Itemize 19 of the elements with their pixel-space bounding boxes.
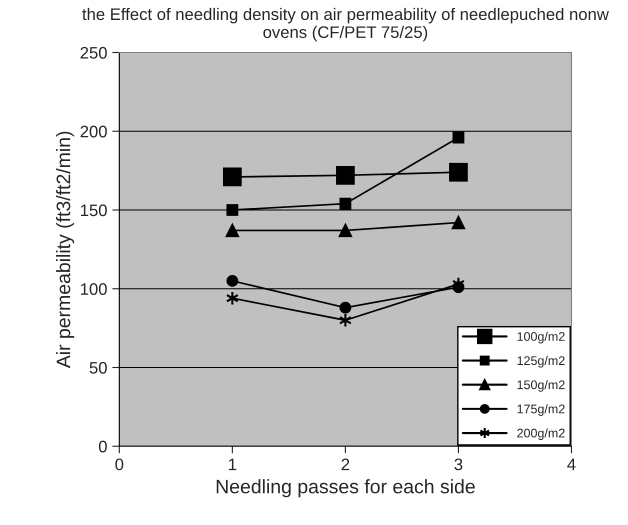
legend-label: 125g/m2 [518,356,565,368]
y-tick-label: 0 [98,440,107,452]
legend-label: 150g/m2 [518,380,565,392]
x-axis-title: Needling passes for each side [216,479,475,498]
x-tick-label: 1 [228,458,236,470]
legend-label: 200g/m2 [517,428,565,440]
y-tick-label: 200 [80,126,107,138]
y-tick-label: 50 [90,362,107,374]
y-tick-label: 250 [80,46,107,59]
x-tick-label: 2 [342,458,350,470]
legend-label: 100g/m2 [518,332,565,344]
y-axis-title: Air permeability (ft3/ft2/min) [56,132,74,368]
legend-label: 175g/m2 [518,404,565,416]
x-tick-label: 3 [454,458,462,470]
x-tick-label: 4 [567,458,576,470]
x-tick-label: 0 [115,458,124,470]
chart-title: the Effect of needling density on air permeability of needlepuched nonw ovens (CF/PET 75/25) [82,8,609,42]
y-tick-label: 100 [80,283,107,295]
y-tick-label: 150 [80,204,107,216]
